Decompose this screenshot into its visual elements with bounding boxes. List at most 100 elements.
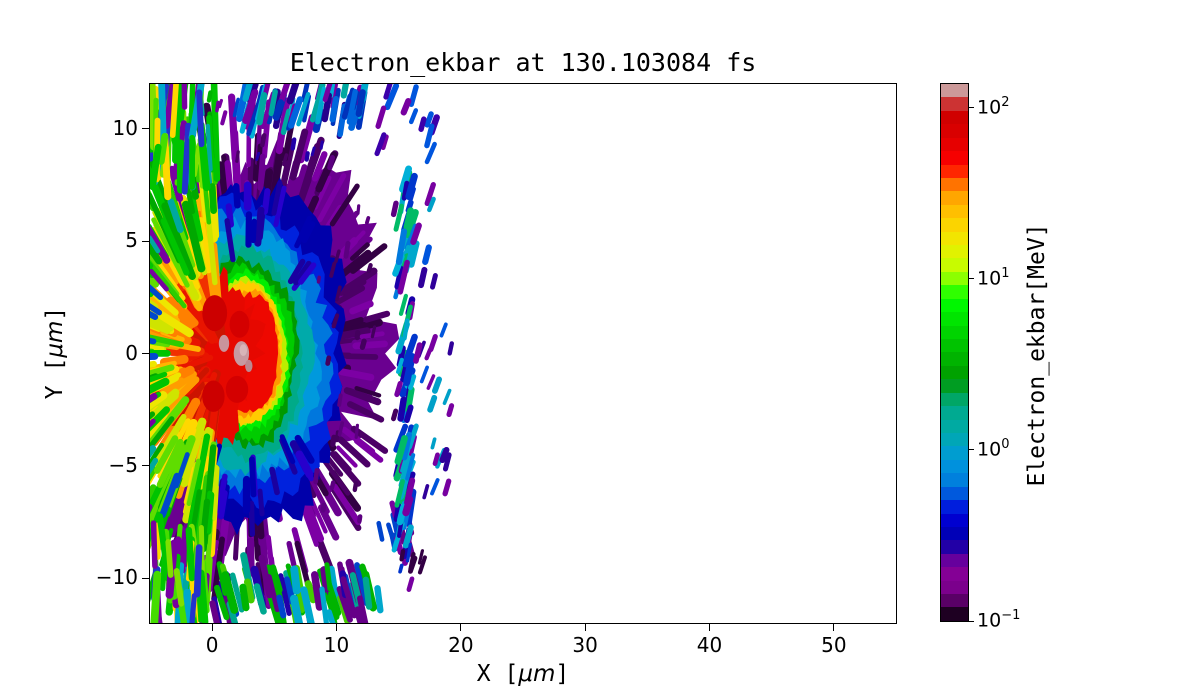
y-tick-label: 10 [112, 115, 138, 140]
colorbar-band [941, 607, 968, 621]
x-axis-label: X [μm] [477, 661, 569, 687]
colorbar-band [941, 285, 968, 299]
heatmap-canvas [150, 84, 455, 623]
y-tick-label: 5 [125, 228, 138, 253]
colorbar-band [941, 567, 968, 581]
x-axis-label-post: ] [555, 661, 570, 687]
colorbar-band [941, 271, 968, 286]
colorbar-band [941, 84, 968, 98]
colorbar-band [941, 500, 968, 514]
colorbar-band [941, 594, 968, 608]
colorbar-tick-base: 10 [977, 96, 1002, 119]
colorbar-tick-mark [969, 620, 974, 622]
x-tick-mark [211, 624, 213, 631]
colorbar-band [941, 486, 968, 501]
colorbar-band [941, 137, 968, 152]
y-axis-label: Y [μm] [42, 307, 68, 399]
colorbar-label: Electron_ekbar[MeV] [1024, 223, 1050, 487]
layer-foil-band-dense [391, 165, 420, 566]
x-tick-label: 30 [572, 633, 598, 657]
colorbar-band [941, 379, 968, 393]
colorbar-tick-mark [969, 278, 974, 280]
layer-left-column-top [150, 84, 211, 201]
plot-area [149, 83, 897, 624]
colorbar-tick-base: 10 [977, 609, 1002, 632]
colorbar-band [941, 432, 968, 447]
layer-outer-tiny-specks [235, 133, 324, 167]
colorbar-tick-label: 101 [977, 266, 1009, 289]
x-tick-mark [833, 624, 835, 631]
colorbar-band [941, 580, 968, 595]
layer-top-band [235, 84, 369, 140]
colorbar-tick-label: 100 [977, 437, 1009, 460]
colorbar-band [941, 258, 968, 272]
colorbar-tick-exp: 2 [1001, 94, 1010, 110]
y-tick-label: 0 [125, 340, 138, 365]
y-tick-mark [142, 240, 149, 242]
y-axis-label-post: ] [42, 306, 68, 321]
colorbar-band [941, 553, 968, 568]
layer-foil-band-sparse [410, 182, 455, 500]
x-tick-mark [709, 624, 710, 631]
plot-title: Electron_ekbar at 130.103084 fs [289, 48, 757, 77]
colorbar-tick-label: 102 [977, 95, 1009, 118]
colorbar [940, 83, 969, 622]
colorbar-band [941, 124, 968, 138]
colorbar-band [941, 392, 968, 407]
colorbar-band [941, 540, 968, 554]
layer-foil-band-lower-specks [398, 542, 427, 592]
layer-navy-streaks-lower [183, 434, 315, 537]
colorbar-band [941, 97, 968, 111]
layer-top-right-sparse [374, 84, 440, 165]
y-tick-mark [142, 353, 149, 354]
layer-bottom-band [209, 552, 384, 623]
colorbar-band [941, 406, 968, 420]
colorbar-tick-base: 10 [977, 438, 1002, 461]
colorbar-band [941, 473, 968, 487]
colorbar-band [941, 245, 968, 259]
colorbar-band [941, 191, 968, 205]
colorbar-band [941, 298, 968, 313]
y-axis-label-pre: Y [ [42, 357, 68, 400]
colorbar-tick-exp: 1 [1001, 265, 1010, 281]
colorbar-band [941, 110, 968, 125]
layer-mid-purple-specks [313, 155, 399, 524]
colorbar-band [941, 177, 968, 192]
colorbar-tick-exp: −1 [1001, 608, 1021, 623]
x-axis-label-pre: X [ [476, 661, 519, 687]
x-axis-label-mu: μm [518, 661, 556, 687]
colorbar-band [941, 218, 968, 232]
x-tick-mark [584, 624, 586, 631]
layer-pink-hotspots [218, 334, 253, 372]
x-tick-mark [460, 624, 462, 631]
colorbar-band [941, 325, 968, 340]
colorbar-band [941, 459, 968, 474]
colorbar-tick-base: 10 [977, 267, 1002, 290]
layer-dark-red-patches [202, 295, 250, 412]
y-axis-label-mu: μm [42, 320, 68, 358]
colorbar-band [941, 446, 968, 460]
colorbar-band [941, 513, 968, 527]
colorbar-band [941, 151, 968, 165]
y-tick-mark [142, 577, 149, 579]
colorbar-band [941, 164, 968, 178]
colorbar-tick-mark [969, 449, 974, 451]
colorbar-band [941, 204, 968, 219]
x-tick-label: 0 [205, 633, 219, 657]
colorbar-tick-label: 10−1 [977, 608, 1020, 631]
x-tick-label: 50 [821, 633, 847, 657]
y-tick-label: −10 [95, 565, 138, 590]
y-tick-label: −5 [108, 452, 138, 477]
y-tick-mark [142, 465, 149, 467]
colorbar-band [941, 312, 968, 326]
x-tick-label: 40 [696, 633, 723, 657]
x-tick-label: 10 [323, 633, 350, 657]
colorbar-band [941, 526, 968, 541]
layer-top-band-gap-specks [206, 90, 240, 126]
colorbar-tick-mark [969, 107, 974, 109]
x-tick-mark [336, 624, 337, 631]
layer-left-column-bottom [150, 513, 210, 623]
y-tick-mark [142, 128, 149, 130]
colorbar-tick-exp: 0 [1001, 436, 1010, 452]
